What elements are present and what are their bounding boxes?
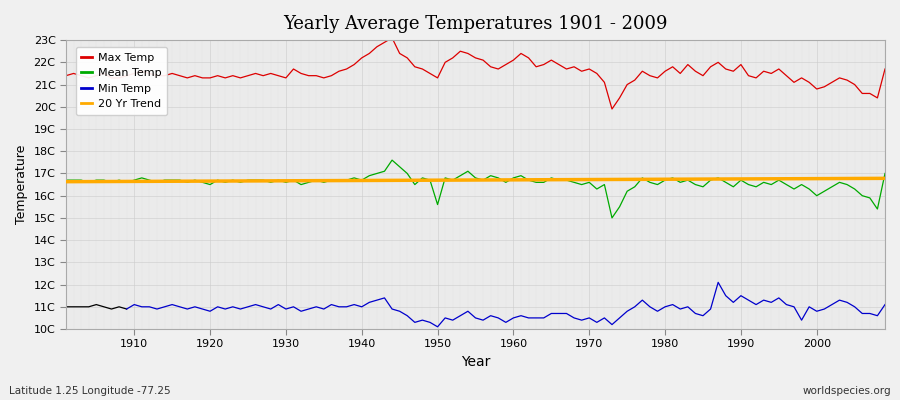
- Min Temp: [478, 318, 489, 322]
- Min Temp: [584, 316, 595, 320]
- Legend: Max Temp, Mean Temp, Min Temp, 20 Yr Trend: Max Temp, Mean Temp, Min Temp, 20 Yr Tre…: [76, 47, 167, 115]
- Min Temp: [879, 302, 890, 307]
- Mean Temp: [288, 178, 299, 182]
- Min Temp: [698, 313, 708, 318]
- Y-axis label: Temperature: Temperature: [15, 145, 28, 224]
- Mean Temp: [508, 176, 518, 180]
- Max Temp: [516, 51, 526, 56]
- Max Temp: [334, 69, 345, 74]
- Max Temp: [387, 36, 398, 40]
- Max Temp: [607, 107, 617, 112]
- Min Temp: [660, 304, 670, 309]
- Mean Temp: [122, 180, 132, 185]
- Min Temp: [432, 324, 443, 329]
- Text: Latitude 1.25 Longitude -77.25: Latitude 1.25 Longitude -77.25: [9, 386, 171, 396]
- Min Temp: [175, 304, 185, 309]
- Max Temp: [60, 73, 71, 78]
- Mean Temp: [879, 171, 890, 176]
- Mean Temp: [607, 216, 617, 220]
- X-axis label: Year: Year: [461, 355, 491, 369]
- Max Temp: [508, 58, 518, 62]
- Max Temp: [614, 96, 625, 100]
- Line: Min Temp: Min Temp: [127, 282, 885, 327]
- Min Temp: [310, 304, 321, 309]
- Line: Max Temp: Max Temp: [66, 38, 885, 109]
- Line: Mean Temp: Mean Temp: [66, 160, 885, 218]
- Mean Temp: [516, 173, 526, 178]
- Mean Temp: [614, 204, 625, 209]
- Text: worldspecies.org: worldspecies.org: [803, 386, 891, 396]
- Max Temp: [288, 67, 299, 72]
- Min Temp: [122, 307, 132, 312]
- Min Temp: [713, 280, 724, 285]
- Max Temp: [122, 73, 132, 78]
- Max Temp: [879, 67, 890, 72]
- Mean Temp: [60, 178, 71, 182]
- Mean Temp: [334, 178, 345, 182]
- Title: Yearly Average Temperatures 1901 - 2009: Yearly Average Temperatures 1901 - 2009: [284, 15, 668, 33]
- Mean Temp: [387, 158, 398, 162]
